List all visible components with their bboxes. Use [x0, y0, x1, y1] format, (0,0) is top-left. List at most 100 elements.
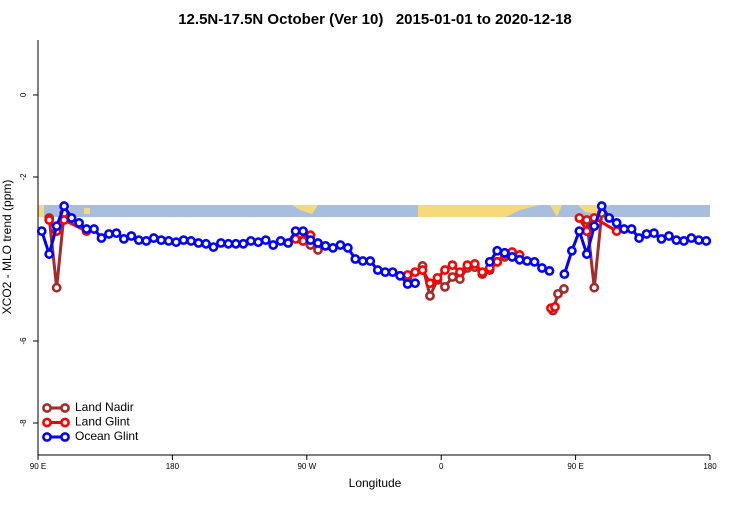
chart-title: 12.5N-17.5N October (Ver 10) 2015-01-01 …	[178, 11, 572, 28]
point	[492, 245, 503, 256]
point	[462, 260, 473, 271]
point	[559, 269, 570, 280]
point	[268, 240, 279, 250]
point	[664, 231, 674, 241]
point	[186, 236, 196, 246]
point	[156, 235, 167, 246]
point	[425, 290, 435, 301]
point	[245, 236, 256, 246]
point	[581, 226, 592, 236]
point	[559, 284, 569, 294]
legend-marker	[42, 432, 52, 442]
point	[335, 240, 346, 250]
point	[447, 272, 458, 282]
point	[253, 237, 264, 248]
point	[395, 270, 406, 281]
point	[522, 256, 532, 266]
point	[44, 249, 55, 259]
point	[89, 224, 99, 234]
point	[171, 237, 182, 248]
point	[417, 265, 428, 275]
map-strip	[38, 205, 710, 217]
point	[581, 249, 592, 259]
point	[671, 235, 682, 246]
point	[350, 254, 361, 264]
point	[372, 265, 383, 275]
y-axis-label: XCO2 - MLO trend (ppm)	[0, 180, 14, 315]
point	[104, 229, 114, 239]
point	[387, 267, 398, 278]
point	[604, 213, 615, 223]
point	[44, 215, 55, 225]
point	[410, 267, 420, 278]
point	[96, 233, 107, 243]
y-tick-label: 0	[19, 92, 28, 97]
point	[216, 238, 226, 248]
point	[574, 226, 585, 236]
legend-marker	[60, 403, 70, 413]
point	[260, 235, 271, 246]
y-tick-label: -2	[19, 173, 28, 181]
legend-label: Land Glint	[75, 415, 130, 429]
point	[201, 238, 211, 249]
point	[425, 278, 435, 289]
point	[514, 254, 525, 265]
y-tick-label: -6	[19, 337, 28, 345]
point	[208, 242, 219, 252]
legend-label: Ocean Glint	[75, 429, 139, 443]
point	[320, 240, 331, 251]
point	[141, 236, 152, 246]
point	[589, 221, 600, 232]
point	[118, 233, 129, 244]
point	[193, 238, 204, 248]
point	[402, 270, 413, 280]
point	[678, 236, 689, 246]
x-tick-label: 180	[166, 462, 180, 471]
point	[283, 238, 294, 248]
point	[402, 279, 413, 289]
point	[507, 252, 518, 262]
point	[126, 231, 137, 241]
point	[51, 282, 62, 293]
point	[298, 236, 308, 246]
point	[529, 256, 540, 267]
point	[230, 238, 241, 249]
point	[81, 224, 92, 234]
point	[611, 217, 622, 228]
point	[298, 226, 308, 236]
x-tick-label: 0	[439, 462, 444, 471]
legend-marker	[42, 403, 52, 413]
point	[111, 228, 122, 239]
point	[133, 235, 144, 246]
x-axis-label: Longitude	[349, 476, 402, 490]
point	[484, 256, 495, 267]
point	[163, 236, 174, 246]
point	[223, 238, 234, 249]
point	[380, 267, 391, 278]
point	[553, 288, 563, 299]
x-tick-label: 180	[703, 462, 717, 471]
point	[59, 201, 70, 211]
point	[589, 282, 600, 293]
point	[342, 243, 353, 253]
point	[499, 247, 510, 258]
legend-marker	[60, 417, 70, 428]
point	[634, 233, 644, 243]
point	[550, 302, 560, 312]
point	[701, 236, 712, 246]
point	[357, 256, 368, 266]
point	[619, 224, 630, 234]
point	[447, 260, 458, 271]
x-tick-label: 90 E	[567, 462, 583, 471]
point	[693, 235, 704, 246]
point	[492, 256, 503, 267]
point	[290, 226, 301, 236]
point	[566, 245, 577, 256]
point	[544, 265, 555, 276]
point	[581, 215, 592, 225]
point	[305, 235, 316, 246]
point	[51, 221, 62, 232]
